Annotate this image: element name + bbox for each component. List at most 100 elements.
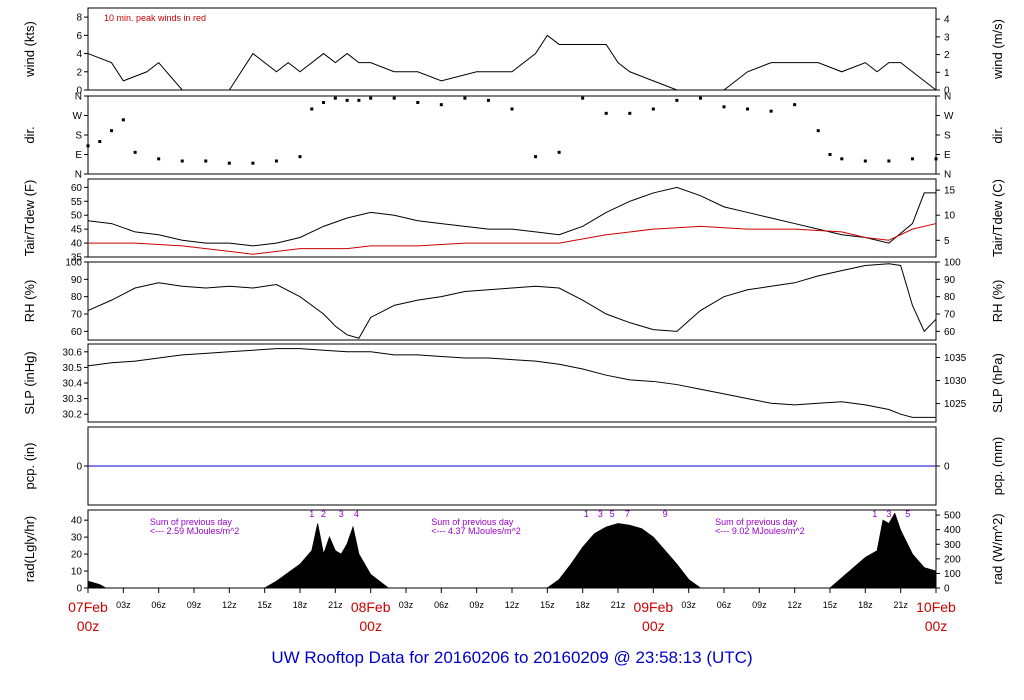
time-axis-major-date: 08Feb <box>351 599 391 615</box>
dir-point <box>746 107 750 111</box>
dir-left-tick-label: E <box>75 150 82 161</box>
dir-point <box>251 161 255 165</box>
time-axis-minor-label: 15z <box>540 600 555 610</box>
time-axis-minor-label: 15z <box>257 600 272 610</box>
rad-right-tick-label: 400 <box>944 525 961 536</box>
dir-point <box>581 96 585 100</box>
wind-left-tick-label: 2 <box>76 67 82 78</box>
rad-ylabel-right: rad (W/m^2) <box>990 513 1005 584</box>
rad-area-series <box>87 512 937 589</box>
rh-left-tick-label: 70 <box>71 310 83 321</box>
rad-hour-marker: 1 <box>872 509 877 519</box>
dir-point <box>863 159 867 163</box>
dir-point <box>722 105 726 109</box>
rad-left-tick-label: 20 <box>71 550 83 561</box>
dir-right-tick-label: W <box>944 111 954 122</box>
dir-point <box>110 129 114 133</box>
dir-point <box>227 161 231 165</box>
rad-ylabel-left: rad(Lgly/hr) <box>22 516 37 582</box>
slp-left-tick-label: 30.4 <box>63 379 83 390</box>
dir-right-tick-label: N <box>944 170 951 181</box>
dir-left-tick-label: W <box>73 111 83 122</box>
time-axis-minor-label: 09z <box>469 600 484 610</box>
rad-hour-marker: 3 <box>339 509 344 519</box>
rh-right-tick-label: 60 <box>944 327 956 338</box>
time-axis-major-date: 07Feb <box>68 599 108 615</box>
temp-ylabel-left: Tair/Tdew (F) <box>22 180 37 257</box>
dir-point <box>392 96 396 100</box>
time-axis-minor-label: 03z <box>116 600 131 610</box>
rh-left-tick-label: 100 <box>65 258 82 269</box>
pcp-right-tick-label: 0 <box>944 462 950 473</box>
dir-ylabel-right: dir. <box>990 126 1005 143</box>
wind-left-tick-label: 6 <box>76 31 82 42</box>
time-axis-minor-label: 18z <box>575 600 590 610</box>
wind-right-tick-label: 2 <box>944 50 950 61</box>
dir-point <box>98 140 102 143</box>
wind-right-tick-label: 0 <box>944 86 950 97</box>
time-axis-major-date: 09Feb <box>633 599 673 615</box>
slp-right-tick-label: 1030 <box>944 376 967 387</box>
temp-right-tick-label: 15 <box>944 186 956 197</box>
temp-line-series-0 <box>87 186 936 247</box>
slp-right-tick-label: 1035 <box>944 353 967 364</box>
wind-left-tick-label: 8 <box>76 13 82 24</box>
rad-annotation: <--- 4.37 MJoules/m^2 <box>431 526 521 536</box>
rad-right-tick-label: 300 <box>944 540 961 551</box>
time-axis-minor-label: 21z <box>328 600 343 610</box>
rh-left-tick-label: 90 <box>71 275 83 286</box>
rad-left-tick-label: 30 <box>71 533 83 544</box>
rad-hour-marker: 3 <box>886 509 891 519</box>
dir-point <box>322 101 326 104</box>
time-axis-minor-label: 03z <box>681 600 696 610</box>
rad-annotation: Sum of previous day <box>431 517 514 527</box>
time-axis-minor-label: 21z <box>611 600 626 610</box>
temp-left-tick-label: 60 <box>71 183 83 194</box>
dir-point <box>357 98 361 102</box>
dir-point <box>628 111 632 115</box>
slp-left-tick-label: 30.3 <box>63 394 83 405</box>
rad-hour-marker: 5 <box>905 509 910 519</box>
dir-point <box>86 144 90 148</box>
time-axis-minor-label: 09z <box>187 600 202 610</box>
time-axis-minor-label: 06z <box>151 600 166 610</box>
wind-ylabel-right: wind (m/s) <box>990 19 1005 80</box>
rad-hour-marker: 9 <box>663 509 668 519</box>
temp-left-tick-label: 35 <box>71 253 83 264</box>
dir-point <box>510 107 514 111</box>
temp-line-series-1 <box>88 223 937 255</box>
time-axis-minor-label: 06z <box>434 600 449 610</box>
wind-left-tick-label: 0 <box>76 86 82 97</box>
temp-panel-frame <box>87 178 937 258</box>
dir-right-tick-label: S <box>944 131 951 142</box>
dir-point <box>274 159 278 163</box>
rad-left-tick-label: 10 <box>71 567 83 578</box>
wind-panel-frame <box>87 7 937 91</box>
dir-point <box>828 153 832 156</box>
time-axis-minor-label: 06z <box>717 600 732 610</box>
rad-right-tick-label: 100 <box>944 569 961 580</box>
rh-line-series-0 <box>87 263 937 339</box>
dir-left-tick-label: N <box>75 92 82 103</box>
wind-annotation: 10 min. peak winds in red <box>104 13 206 23</box>
temp-left-tick-label: 45 <box>71 225 83 236</box>
slp-ylabel-right: SLP (hPa) <box>990 353 1005 413</box>
dir-point <box>769 109 773 113</box>
temp-right-tick-label: 10 <box>944 211 956 222</box>
rad-annotation: <--- 2.59 MJoules/m^2 <box>150 526 240 536</box>
dir-point <box>333 96 337 100</box>
rh-left-tick-label: 60 <box>71 327 83 338</box>
rad-hour-marker: 4 <box>354 509 359 519</box>
rad-annotation: Sum of previous day <box>150 517 233 527</box>
slp-panel-frame <box>87 343 937 423</box>
rad-left-tick-label: 40 <box>71 516 83 527</box>
rh-ylabel-right: RH (%) <box>990 280 1005 323</box>
time-axis-major-hour: 00z <box>925 618 948 634</box>
dir-point <box>486 98 490 102</box>
time-axis-minor-label: 12z <box>505 600 520 610</box>
dir-left-tick-label: S <box>75 131 82 142</box>
slp-left-tick-label: 30.6 <box>63 347 83 358</box>
time-axis-minor-label: 12z <box>222 600 237 610</box>
temp-left-tick-label: 40 <box>71 239 83 250</box>
rad-right-tick-label: 0 <box>944 584 950 595</box>
